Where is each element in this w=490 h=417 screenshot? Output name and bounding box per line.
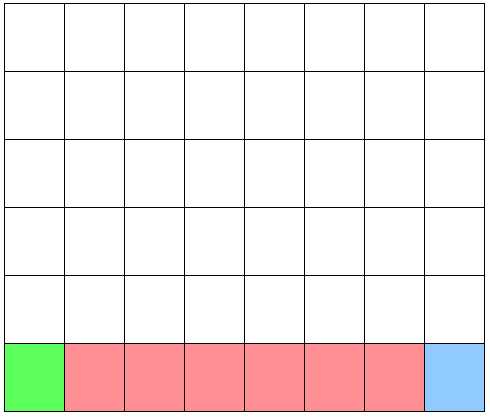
grid-cell-start[interactable] bbox=[5, 344, 65, 412]
grid-cell-hazard[interactable] bbox=[185, 344, 245, 412]
grid-cell[interactable] bbox=[185, 140, 245, 208]
grid-cell[interactable] bbox=[305, 72, 365, 140]
grid-cell[interactable] bbox=[65, 4, 125, 72]
grid-cell[interactable] bbox=[305, 208, 365, 276]
grid-cell-hazard[interactable] bbox=[365, 344, 425, 412]
grid-cell[interactable] bbox=[245, 276, 305, 344]
grid-cell-hazard[interactable] bbox=[125, 344, 185, 412]
grid-cell[interactable] bbox=[185, 208, 245, 276]
grid-cell[interactable] bbox=[365, 4, 425, 72]
grid-cell-hazard[interactable] bbox=[245, 344, 305, 412]
grid-cell[interactable] bbox=[425, 72, 485, 140]
grid-cell[interactable] bbox=[125, 208, 185, 276]
grid-cell[interactable] bbox=[365, 208, 425, 276]
grid-cell[interactable] bbox=[125, 140, 185, 208]
grid-cell[interactable] bbox=[5, 208, 65, 276]
grid-cell[interactable] bbox=[65, 140, 125, 208]
grid-cell[interactable] bbox=[5, 276, 65, 344]
grid-cell[interactable] bbox=[305, 276, 365, 344]
grid-cell[interactable] bbox=[65, 208, 125, 276]
grid-cell[interactable] bbox=[245, 72, 305, 140]
grid-cell[interactable] bbox=[185, 72, 245, 140]
grid-cell[interactable] bbox=[365, 276, 425, 344]
grid-cell[interactable] bbox=[305, 4, 365, 72]
grid-board bbox=[4, 3, 485, 412]
grid-cell[interactable] bbox=[65, 72, 125, 140]
grid-cell[interactable] bbox=[305, 140, 365, 208]
grid-cell[interactable] bbox=[365, 72, 425, 140]
grid-cell[interactable] bbox=[425, 4, 485, 72]
grid-cell-hazard[interactable] bbox=[305, 344, 365, 412]
grid-cell[interactable] bbox=[125, 72, 185, 140]
grid-cell[interactable] bbox=[5, 140, 65, 208]
grid-cell-goal[interactable] bbox=[425, 344, 485, 412]
grid-cell[interactable] bbox=[185, 276, 245, 344]
grid-cell[interactable] bbox=[65, 276, 125, 344]
grid-cell[interactable] bbox=[245, 208, 305, 276]
grid-cell[interactable] bbox=[425, 140, 485, 208]
grid-cell[interactable] bbox=[425, 276, 485, 344]
grid-cell-hazard[interactable] bbox=[65, 344, 125, 412]
grid-cell[interactable] bbox=[245, 140, 305, 208]
grid-cell[interactable] bbox=[425, 208, 485, 276]
grid-cell[interactable] bbox=[185, 4, 245, 72]
grid-cell[interactable] bbox=[5, 4, 65, 72]
grid-cell[interactable] bbox=[245, 4, 305, 72]
grid-cell[interactable] bbox=[125, 4, 185, 72]
grid-cell[interactable] bbox=[365, 140, 425, 208]
grid-cell[interactable] bbox=[125, 276, 185, 344]
grid-cell[interactable] bbox=[5, 72, 65, 140]
